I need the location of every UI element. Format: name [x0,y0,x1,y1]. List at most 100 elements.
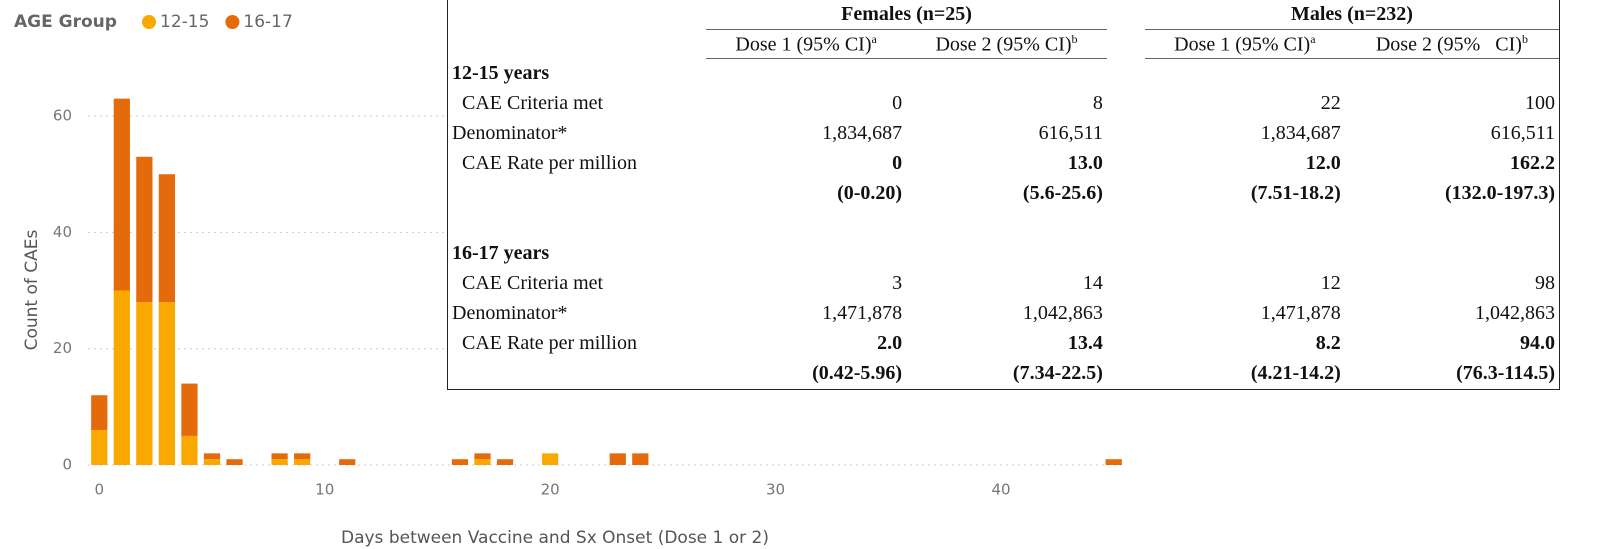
footnote-mark: b [1521,31,1528,46]
cell: 13.4 [1067,332,1103,354]
bar-segment [226,459,243,465]
bar-segment [632,453,649,465]
legend-label: 16-17 [243,12,292,32]
cell: 94.0 [1520,332,1555,354]
row-label [448,179,706,209]
bar-segment [294,453,311,460]
cell: 1,471,878 [822,302,903,324]
bar-segment [496,459,514,465]
row-label: Denominator* [452,302,568,324]
row-label: Denominator* [452,122,568,144]
cell: 14 [1082,272,1103,294]
legend-title: AGE Group [14,12,117,32]
x-tick-label: 30 [766,481,785,499]
cell: 8 [1092,92,1103,114]
bar-segment [451,459,469,465]
cell: 2.0 [877,332,903,354]
gap [1107,30,1145,59]
cell: (7.51-18.2) [1250,182,1341,204]
column-header: Dose 2 (95% CI)b [1344,29,1559,59]
table-body: 12-15 years CAE Criteria met 0 8 22 100 Denomi… [448,59,1559,389]
gap [1107,329,1145,359]
y-tick-label: 0 [62,456,72,474]
column-header-text: Dose 1 (95% CI) [735,33,872,56]
bar-segment [158,174,176,303]
x-tick-label: 0 [94,481,104,499]
y-tick-label: 20 [53,339,72,357]
cell: 1,471,878 [1260,302,1341,324]
data-row: CAE Rate per million 2.0 13.4 8.2 94.0 [448,329,1559,359]
bar-segment [542,453,559,465]
cell: 1,834,687 [1260,122,1341,144]
data-row: CAE Criteria met 3 14 12 98 [448,269,1559,299]
cell: 616,511 [1038,122,1103,144]
corner [448,0,706,30]
group-header: Females (n=25) [706,0,1107,30]
bar-segment [181,435,198,465]
column-header-text: Dose 2 (95% CI) [935,33,1072,56]
x-tick-label: 40 [991,481,1010,499]
cell: 0 [892,152,903,174]
bar-segment [474,459,491,465]
column-header-text: Dose 2 (95% CI) [1375,33,1522,56]
row-label: CAE Criteria met [462,92,604,114]
footnote-mark: a [1310,31,1316,46]
section-row: 12-15 years [448,59,1559,89]
cell: 1,834,687 [822,122,903,144]
bar-segment [113,290,130,465]
legend-swatch [225,15,240,29]
gap [1107,269,1145,299]
bar-segment [181,383,198,436]
data-row: (0.42-5.96) (7.34-22.5) (4.21-14.2) (76.3-1… [448,359,1559,389]
bar-segment [294,459,311,465]
bar-segment [609,453,626,465]
gap [1107,359,1145,389]
y-tick-label: 40 [53,223,72,241]
cell: 12 [1320,272,1341,294]
y-axis-title: Count of CAEs [22,229,42,350]
cell: 1,042,863 [1022,302,1103,324]
column-header-text: Dose 1 (95% CI) [1174,33,1311,56]
column-header-row: Dose 1 (95% CI)a Dose 2 (95% CI)b Dose 1… [448,29,1559,59]
cell: (5.6-25.6) [1022,182,1103,204]
bar-segment [91,430,108,465]
gap [1107,299,1145,329]
bar-segment [271,459,288,465]
gap [1107,0,1145,30]
gap [1107,119,1145,149]
row-label: CAE Rate per million [462,332,637,354]
row-label [448,359,706,389]
bar-segment [113,98,130,291]
cell: 22 [1320,92,1341,114]
data-row: (0-0.20) (5.6-25.6) (7.51-18.2) (132.0-197.… [448,179,1559,209]
corner [448,30,706,59]
legend-swatch [142,15,156,29]
gap [1107,149,1145,179]
cell: (7.34-22.5) [1012,362,1103,384]
section-title: 16-17 years [452,242,550,264]
section-title: 12-15 years [452,62,550,84]
bar-segment [339,459,356,465]
data-row: CAE Criteria met 0 8 22 100 [448,89,1559,119]
footnote-mark: a [871,31,877,46]
cell: 98 [1535,272,1555,294]
spacer [448,209,706,239]
bar-segment [91,395,108,431]
column-header: Dose 1 (95% CI)a [706,29,907,59]
data-row: CAE Rate per million 0 13.0 12.0 162.2 [448,149,1559,179]
column-header: Dose 1 (95% CI)a [1144,29,1345,59]
table-panel: Females (n=25) Males (n=232) Dose 1 (95%… [447,0,1560,390]
table: Females (n=25) Males (n=232) Dose 1 (95%… [448,0,1559,389]
bar-segment [271,453,288,460]
row-label: CAE Rate per million [462,152,637,174]
cell: (132.0-197.3) [1445,182,1555,204]
x-tick-label: 20 [541,481,560,499]
cell: 13.0 [1067,152,1103,174]
x-tick-label: 10 [315,481,334,499]
bar-segment [1105,459,1122,465]
x-axis-title: Days between Vaccine and Sx Onset (Dose … [341,528,769,548]
spacer-row [448,209,1559,239]
cell: 100 [1525,92,1555,114]
